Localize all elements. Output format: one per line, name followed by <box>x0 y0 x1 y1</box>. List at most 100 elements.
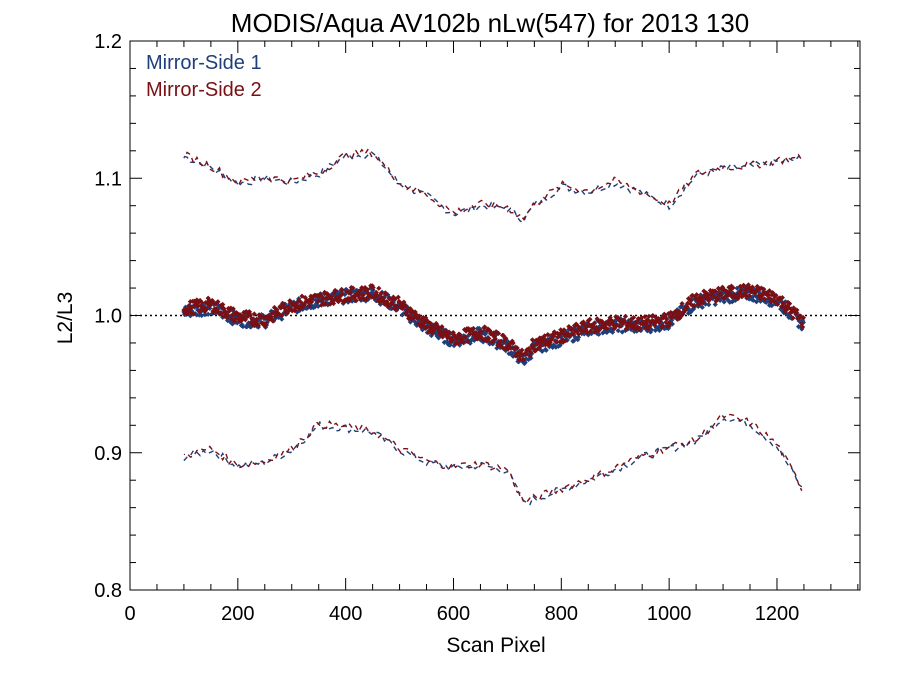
series-2-point <box>684 303 690 310</box>
series-2-point <box>254 316 260 322</box>
series-2-point <box>743 287 749 293</box>
series-2-point <box>657 318 663 324</box>
series-2-point <box>726 284 732 290</box>
series-2-point <box>416 313 422 319</box>
series-2-point <box>745 282 751 288</box>
series-2-point <box>306 303 312 309</box>
x-axis-label: Scan Pixel <box>446 634 545 657</box>
series-2-point <box>778 304 785 310</box>
series-1-point <box>721 299 727 305</box>
series-2-point <box>461 326 468 333</box>
series-2-point <box>327 301 333 307</box>
series-2-point <box>550 333 557 339</box>
series-2-point <box>674 316 680 322</box>
series-2-point <box>453 336 460 342</box>
series-2-point <box>500 332 506 339</box>
series-1-point <box>690 306 697 312</box>
series-2-point <box>274 307 280 313</box>
series-2-point <box>679 300 685 307</box>
series-1-point <box>546 344 553 350</box>
series-2-point <box>207 303 213 309</box>
series-2-point <box>385 301 391 307</box>
series-1-point <box>674 307 680 313</box>
series-2-point <box>220 301 226 308</box>
series-2-point <box>514 345 520 351</box>
series-2-point <box>492 336 498 342</box>
series-2-point <box>667 321 673 327</box>
series-2-point <box>271 304 278 311</box>
series-2-point <box>381 301 388 307</box>
series-2-point <box>637 325 643 331</box>
series-1-point <box>512 349 518 356</box>
series-2-point <box>749 284 756 290</box>
series-2-point <box>284 310 291 316</box>
series-2-point <box>719 284 726 290</box>
series-2-point <box>512 346 518 352</box>
series-2-point <box>351 294 358 300</box>
series-2-point <box>675 311 681 318</box>
series-2-point <box>736 293 742 300</box>
series-1-point <box>605 327 612 333</box>
series-2-point <box>529 337 536 343</box>
x-tick-label: 800 <box>545 603 578 625</box>
series-2-point <box>669 313 675 320</box>
series-2-point <box>203 306 210 312</box>
series-2-point <box>773 292 779 298</box>
series-2-point <box>246 309 253 315</box>
series-2-point <box>214 308 220 314</box>
series-2-point <box>580 329 586 335</box>
series-1-point <box>337 289 343 295</box>
series-2-point <box>195 303 201 310</box>
series-2-point <box>712 288 718 294</box>
series-2-point <box>724 290 730 296</box>
series-2-point <box>683 305 689 312</box>
series-2-point <box>727 291 733 298</box>
y-tick-label: 1.2 <box>94 31 122 53</box>
series-1-point <box>778 306 784 312</box>
series-2-point <box>383 291 389 297</box>
series-1-lower-band <box>183 417 803 506</box>
series-2-point <box>552 331 558 337</box>
series-2-point <box>740 293 746 299</box>
series-2-point <box>299 293 305 299</box>
series-2-point <box>495 330 502 336</box>
series-2-point <box>771 298 777 304</box>
series-2-point <box>782 308 788 315</box>
series-2-point <box>787 301 793 307</box>
series-2-point <box>617 323 623 329</box>
series-1-point <box>428 332 434 339</box>
series-2-point <box>545 331 551 338</box>
series-2-point <box>501 338 507 344</box>
series-1-point <box>563 334 569 340</box>
series-2-point <box>220 305 227 311</box>
series-2-point <box>616 317 622 323</box>
series-2-point <box>718 291 724 297</box>
series-1-point <box>508 350 515 356</box>
series-2-upper-band <box>183 147 803 221</box>
series-2-point <box>452 334 458 340</box>
series-1-point <box>551 343 557 349</box>
series-1-point <box>734 285 740 291</box>
series-2-point <box>770 292 777 298</box>
series-2-point <box>186 303 192 309</box>
series-2-point <box>604 325 610 332</box>
series-2-point <box>249 316 255 322</box>
series-2-point <box>378 290 384 296</box>
series-2-point <box>635 315 642 322</box>
series-1-point <box>619 329 625 335</box>
series-1-point <box>782 299 789 305</box>
series-2-point <box>270 318 276 324</box>
series-2-point <box>339 286 345 293</box>
series-2-point <box>247 312 253 318</box>
series-1-point <box>548 342 554 349</box>
series-2-lower-band <box>183 412 803 503</box>
series-2-point <box>334 297 340 303</box>
series-1-point <box>335 291 341 297</box>
series-2-point <box>706 296 713 302</box>
series-2-point <box>542 333 548 339</box>
series-2-point <box>627 320 633 326</box>
series-2-point <box>330 300 337 307</box>
series-2-point <box>734 292 740 298</box>
series-2-point <box>577 325 583 331</box>
